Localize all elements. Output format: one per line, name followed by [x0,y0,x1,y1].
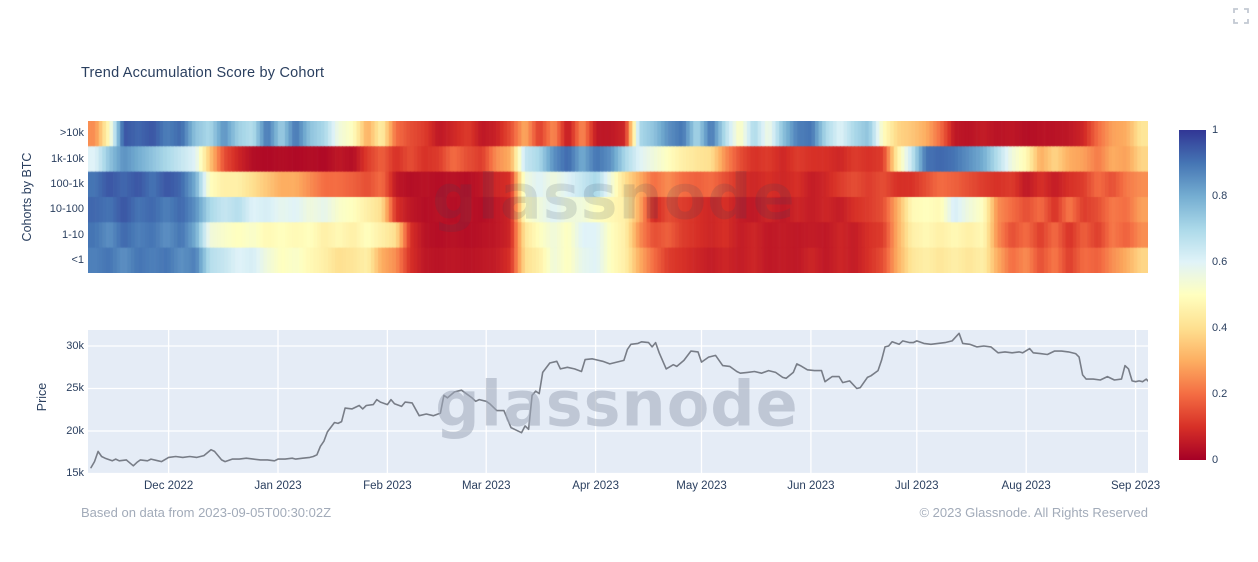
heatmap-row-label: <1 [71,253,84,266]
month-tick-label: Mar 2023 [461,480,511,492]
page-title: Trend Accumulation Score by Cohort [81,65,325,81]
month-tick-label: Dec 2022 [144,480,194,492]
heatmap-row-label: 10-100 [49,203,84,216]
footer-copyright: © 2023 Glassnode. All Rights Reserved [919,505,1148,520]
price-y-tick-label: 25k [66,382,84,394]
expand-corners-icon [1233,8,1249,24]
month-tick-label: Jan 2023 [254,480,302,492]
heatmap-row-label: 1k-10k [50,152,84,165]
month-tick-label: Jul 2023 [895,480,939,492]
footer-data-timestamp: Based on data from 2023-09-05T00:30:02Z [81,505,332,520]
colorbar-tick-label: 0.2 [1212,387,1228,400]
colorbar [1179,130,1206,460]
colorbar-tick-label: 0.4 [1212,321,1228,334]
colorbar-tick-label: 1 [1212,123,1219,136]
heatmap-row-label: >10k [59,127,84,140]
colorbar-tick-label: 0.6 [1212,255,1228,268]
heatmap-plot[interactable] [88,121,1148,273]
fullscreen-button[interactable] [1231,7,1251,27]
month-tick-label: Apr 2023 [572,480,619,492]
colorbar-tick-label: 0.8 [1212,189,1228,202]
price-y-tick-label: 30k [66,339,84,352]
month-tick-label: Aug 2023 [1001,480,1051,492]
month-tick-label: Sep 2023 [1110,480,1161,492]
price-line-chart [88,330,1148,474]
colorbar-tick-label: 0 [1212,453,1219,466]
month-tick-label: Feb 2023 [363,480,412,492]
price-plot[interactable] [88,330,1148,474]
month-tick-label: May 2023 [676,480,727,492]
heatmap-row-label: 100-1k [50,177,84,190]
price-y-tick-label: 15k [66,467,84,479]
month-tick-label: Jun 2023 [787,480,835,492]
price-y-tick-label: 20k [66,424,84,437]
heatmap-row-label: 1-10 [61,228,84,241]
